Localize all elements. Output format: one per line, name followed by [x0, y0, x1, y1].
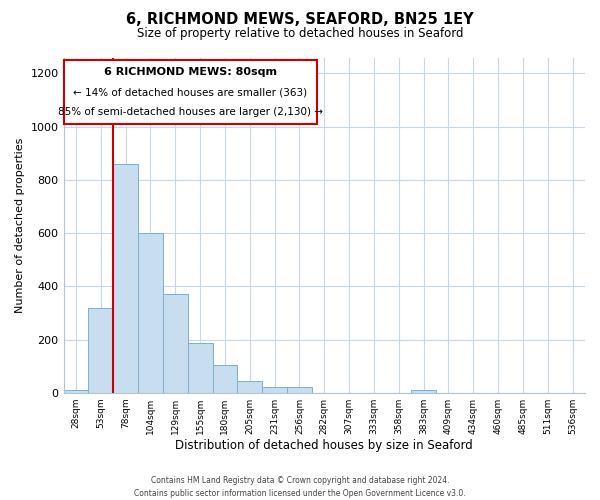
Bar: [287, 388, 312, 392]
Text: 6 RICHMOND MEWS: 80sqm: 6 RICHMOND MEWS: 80sqm: [104, 67, 277, 77]
Text: Contains HM Land Registry data © Crown copyright and database right 2024.
Contai: Contains HM Land Registry data © Crown c…: [134, 476, 466, 498]
Bar: [188, 344, 212, 392]
Text: 85% of semi-detached houses are larger (2,130) →: 85% of semi-detached houses are larger (…: [58, 107, 323, 117]
Bar: [262, 388, 287, 392]
Bar: [113, 164, 138, 392]
Text: ← 14% of detached houses are smaller (363): ← 14% of detached houses are smaller (36…: [73, 88, 307, 98]
Y-axis label: Number of detached properties: Number of detached properties: [15, 138, 25, 313]
Text: Size of property relative to detached houses in Seaford: Size of property relative to detached ho…: [137, 28, 463, 40]
Bar: [64, 390, 88, 392]
X-axis label: Distribution of detached houses by size in Seaford: Distribution of detached houses by size …: [175, 440, 473, 452]
Text: 6, RICHMOND MEWS, SEAFORD, BN25 1EY: 6, RICHMOND MEWS, SEAFORD, BN25 1EY: [126, 12, 474, 28]
Bar: [238, 380, 262, 392]
Bar: [138, 233, 163, 392]
Bar: [88, 308, 113, 392]
FancyBboxPatch shape: [64, 60, 317, 124]
Bar: [411, 390, 436, 392]
Bar: [212, 365, 238, 392]
Bar: [163, 294, 188, 392]
